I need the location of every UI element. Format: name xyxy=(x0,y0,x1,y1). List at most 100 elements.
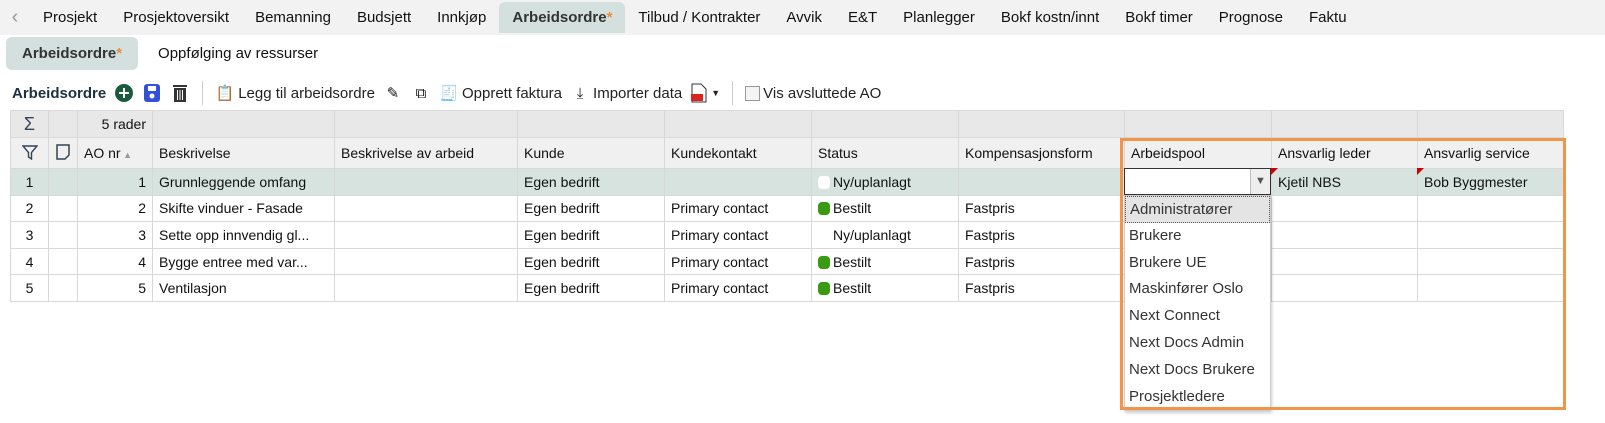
save-icon[interactable] xyxy=(142,83,162,103)
cell-service[interactable] xyxy=(1417,247,1564,276)
cell-service[interactable] xyxy=(1417,274,1564,302)
column-header[interactable]: Ansvarlig service xyxy=(1417,137,1564,169)
dropdown-option[interactable]: Next Connect xyxy=(1129,307,1220,325)
note-cell[interactable] xyxy=(48,194,78,223)
column-header[interactable]: Ansvarlig leder xyxy=(1271,137,1418,169)
delete-icon[interactable] xyxy=(170,83,190,103)
cell-ao[interactable]: 1 xyxy=(77,168,153,196)
cell-leder[interactable] xyxy=(1271,221,1418,249)
cell-status[interactable]: Bestilt xyxy=(811,247,959,276)
cell-leder[interactable] xyxy=(1271,194,1418,223)
row-number[interactable]: 2 xyxy=(10,194,49,223)
cell-arbeid[interactable] xyxy=(334,247,518,276)
cell-beskrivelse[interactable]: Sette opp innvendig gl... xyxy=(152,221,335,249)
note-cell[interactable] xyxy=(48,247,78,276)
column-header[interactable]: Status xyxy=(811,137,959,169)
import-data-button[interactable]: ⤓ Importer data xyxy=(570,83,683,103)
column-header[interactable]: Kundekontakt xyxy=(664,137,812,169)
cell-kunde[interactable]: Egen bedrift xyxy=(517,194,665,223)
cell-service[interactable] xyxy=(1417,194,1564,223)
row-number[interactable]: 1 xyxy=(10,168,49,196)
cell-kontakt[interactable]: Primary contact xyxy=(664,194,812,223)
tab-faktu[interactable]: Faktu xyxy=(1309,9,1347,26)
cell-kunde[interactable]: Egen bedrift xyxy=(517,168,665,196)
column-header[interactable]: Arbeidspool xyxy=(1124,137,1272,169)
cell-komp[interactable]: Fastpris xyxy=(958,247,1125,276)
cell-arbeid[interactable] xyxy=(334,194,518,223)
add-work-order-button[interactable]: 📋 Legg til arbeidsordre xyxy=(215,83,375,103)
cell-leder[interactable]: Kjetil NBS xyxy=(1271,168,1418,196)
filter-icon[interactable] xyxy=(10,137,49,169)
dropdown-option[interactable]: Brukere UE xyxy=(1129,253,1207,271)
cell-beskrivelse[interactable]: Skifte vinduer - Fasade xyxy=(152,194,335,223)
table-row[interactable]: 5 5 Ventilasjon Egen bedrift Primary contact… xyxy=(10,274,1564,302)
cell-komp[interactable]: Fastpris xyxy=(958,194,1125,223)
row-number[interactable]: 4 xyxy=(10,247,49,276)
copy-icon[interactable]: ⧉ xyxy=(415,84,427,102)
cell-komp[interactable] xyxy=(958,168,1125,196)
dropdown-option[interactable]: Prosjektledere xyxy=(1129,387,1225,405)
cell-ao[interactable]: 5 xyxy=(77,274,153,302)
cell-kontakt[interactable]: Primary contact xyxy=(664,247,812,276)
chevron-down-icon[interactable]: ▼ xyxy=(1250,169,1270,194)
cell-komp[interactable]: Fastpris xyxy=(958,274,1125,302)
cell-ao[interactable]: 4 xyxy=(77,247,153,276)
note-cell[interactable] xyxy=(48,168,78,196)
dropdown-option[interactable]: Next Docs Admin xyxy=(1129,333,1245,351)
cell-kunde[interactable]: Egen bedrift xyxy=(517,247,665,276)
cell-leder[interactable] xyxy=(1271,247,1418,276)
cell-ao[interactable]: 3 xyxy=(77,221,153,249)
dropdown-option[interactable]: Brukere xyxy=(1129,226,1182,244)
cell-service[interactable] xyxy=(1417,221,1564,249)
subtab-oppfolging[interactable]: Oppfølging av ressurser xyxy=(158,45,319,62)
arbeidspool-select[interactable]: ▼ xyxy=(1124,168,1271,195)
dropdown-option[interactable]: Maskinfører Oslo xyxy=(1129,280,1244,298)
table-row[interactable]: 1 1 Grunnleggende omfang Egen bedrift Ny/upl… xyxy=(10,168,1564,196)
cell-ao[interactable]: 2 xyxy=(77,194,153,223)
cell-beskrivelse[interactable]: Ventilasjon xyxy=(152,274,335,302)
tab-avvik[interactable]: Avvik xyxy=(786,9,822,26)
cell-status[interactable]: Bestilt xyxy=(811,194,959,223)
note-cell[interactable] xyxy=(48,221,78,249)
row-number[interactable]: 5 xyxy=(10,274,49,302)
show-closed-checkbox[interactable]: Vis avsluttede AO xyxy=(745,85,881,102)
tab-arbeidsordre[interactable]: Arbeidsordre* xyxy=(499,2,626,33)
tab-bemanning[interactable]: Bemanning xyxy=(255,9,331,26)
scroll-left-icon[interactable]: ‹ xyxy=(11,6,19,28)
dropdown-option[interactable]: Next Docs Brukere xyxy=(1129,360,1255,378)
tab-prognose[interactable]: Prognose xyxy=(1218,9,1284,26)
pdf-export-button[interactable]: ▼ xyxy=(690,83,720,103)
table-row[interactable]: 2 2 Skifte vinduer - Fasade Egen bedrift Pri… xyxy=(10,194,1564,223)
note-cell[interactable] xyxy=(48,274,78,302)
cell-kunde[interactable]: Egen bedrift xyxy=(517,221,665,249)
column-header[interactable]: AO nr ▲ xyxy=(77,137,153,169)
checkbox[interactable] xyxy=(745,85,761,101)
cell-kontakt[interactable] xyxy=(664,168,812,196)
cell-komp[interactable]: Fastpris xyxy=(958,221,1125,249)
column-header[interactable]: Kompensasjonsform xyxy=(958,137,1125,169)
table-row[interactable]: 4 4 Bygge entree med var... Egen bedrift Pri… xyxy=(10,247,1564,276)
edit-icon[interactable]: ✎ xyxy=(386,85,400,102)
cell-leder[interactable] xyxy=(1271,274,1418,302)
cell-service[interactable]: Bob Byggmester xyxy=(1417,168,1564,196)
tab-budsjett[interactable]: Budsjett xyxy=(356,9,412,26)
cell-status[interactable]: Ny/uplanlagt xyxy=(811,168,959,196)
tab-bokf-timer[interactable]: Bokf timer xyxy=(1125,9,1193,26)
column-header[interactable]: Kunde xyxy=(517,137,665,169)
cell-kunde[interactable]: Egen bedrift xyxy=(517,274,665,302)
tab-innkj-p[interactable]: Innkjøp xyxy=(437,9,487,26)
tab-prosjekt[interactable]: Prosjekt xyxy=(43,9,98,26)
row-number[interactable]: 3 xyxy=(10,221,49,249)
tab-planlegger[interactable]: Planlegger xyxy=(903,9,975,26)
cell-arbeid[interactable] xyxy=(334,274,518,302)
create-invoice-button[interactable]: 🧾 Opprett faktura xyxy=(439,83,562,103)
sort-asc-icon[interactable]: ▲ xyxy=(120,150,132,160)
tab-e-t[interactable]: E&T xyxy=(847,9,878,26)
column-header[interactable]: Beskrivelse av arbeid xyxy=(334,137,518,169)
tab-tilbud-kontrakter[interactable]: Tilbud / Kontrakter xyxy=(638,9,761,26)
cell-arbeid[interactable] xyxy=(334,168,518,196)
table-row[interactable]: 3 3 Sette opp innvendig gl... Egen bedrift P… xyxy=(10,221,1564,249)
tab-bokf-kostn-innt[interactable]: Bokf kostn/innt xyxy=(1000,9,1100,26)
cell-kontakt[interactable]: Primary contact xyxy=(664,221,812,249)
note-icon[interactable] xyxy=(48,137,78,169)
